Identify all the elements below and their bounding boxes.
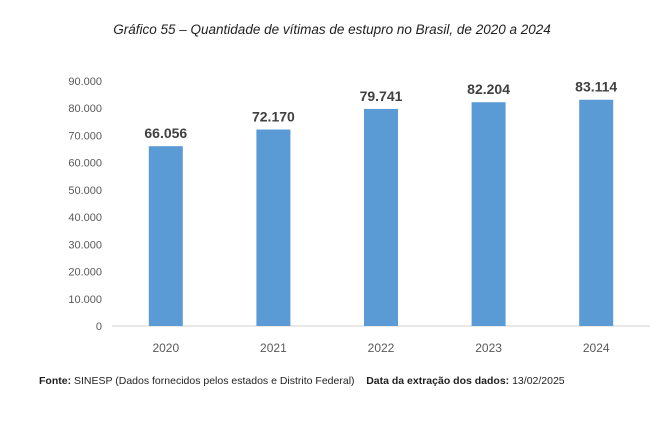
data-label: 66.056 <box>144 125 187 141</box>
data-label: 79.741 <box>360 88 403 104</box>
y-tick-label: 0 <box>96 321 102 333</box>
y-axis: 0 10.000 20.000 30.000 40.000 50.000 60.000 70.… <box>68 76 102 333</box>
extraction-label: Data da extração dos dados: <box>366 375 510 387</box>
bar-chart: 0 10.000 20.000 30.000 40.000 50.000 60.000 70.… <box>68 76 650 355</box>
bar-2021 <box>256 129 291 326</box>
bar-2020 <box>148 146 183 326</box>
data-label: 83.114 <box>575 79 617 95</box>
y-tick-label: 40.000 <box>68 212 102 224</box>
x-tick-label: 2023 <box>475 341 502 355</box>
bars <box>148 99 614 326</box>
x-axis: 2020 2021 2022 2023 2024 <box>152 341 609 355</box>
x-tick-label: 2020 <box>152 341 179 355</box>
bar-2023 <box>471 102 506 326</box>
source-text: SINESP (Dados fornecidos pelos estados e… <box>74 375 355 387</box>
data-label: 72.170 <box>252 109 295 125</box>
source-label: Fonte: <box>39 375 72 387</box>
y-tick-label: 90.000 <box>68 76 102 88</box>
y-tick-label: 20.000 <box>68 267 102 279</box>
y-tick-label: 70.000 <box>68 130 102 142</box>
data-label: 82.204 <box>467 81 510 97</box>
y-tick-label: 50.000 <box>68 185 102 197</box>
data-labels: 66.056 72.170 79.741 82.204 83.114 <box>144 79 617 141</box>
x-tick-label: 2022 <box>368 341 395 355</box>
extraction-date: 13/02/2025 <box>512 375 565 387</box>
chart-title: Gráfico 55 – Quantidade de vítimas de es… <box>113 22 551 37</box>
source-note: Fonte: SINESP (Dados fornecidos pelos es… <box>39 375 565 387</box>
bar-2024 <box>579 99 614 326</box>
bar-2022 <box>364 108 398 326</box>
y-tick-label: 30.000 <box>68 239 102 251</box>
y-tick-label: 80.000 <box>68 103 102 115</box>
x-tick-label: 2021 <box>260 341 287 355</box>
y-tick-label: 10.000 <box>68 294 102 306</box>
y-tick-label: 60.000 <box>68 158 102 170</box>
x-tick-label: 2024 <box>583 341 610 355</box>
